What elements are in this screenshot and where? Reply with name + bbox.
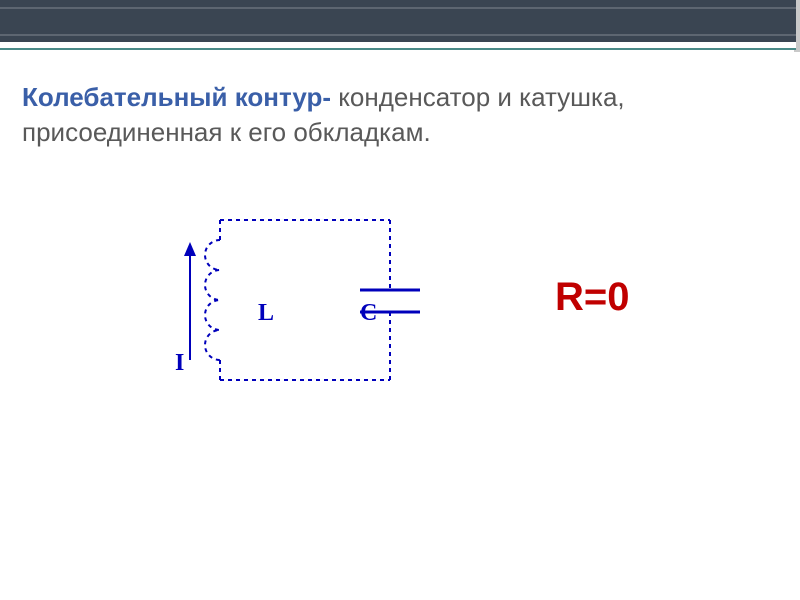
svg-text:I: I — [175, 350, 184, 376]
svg-text:L: L — [258, 300, 274, 326]
resistance-label: R=0 — [555, 275, 630, 320]
slide-shadow-corner — [794, 50, 800, 52]
slide-shadow-right — [796, 0, 800, 50]
circuit-svg: I L C — [160, 200, 420, 420]
svg-text:C: C — [360, 300, 377, 326]
content-area: Колебательный контур- конденсатор и кату… — [0, 50, 800, 150]
lc-circuit-diagram: I L C — [160, 200, 420, 420]
definition-text: Колебательный контур- конденсатор и кату… — [22, 80, 778, 150]
definition-term: Колебательный контур- — [22, 82, 331, 112]
header-bar — [0, 0, 800, 42]
divider-gap — [0, 42, 800, 48]
